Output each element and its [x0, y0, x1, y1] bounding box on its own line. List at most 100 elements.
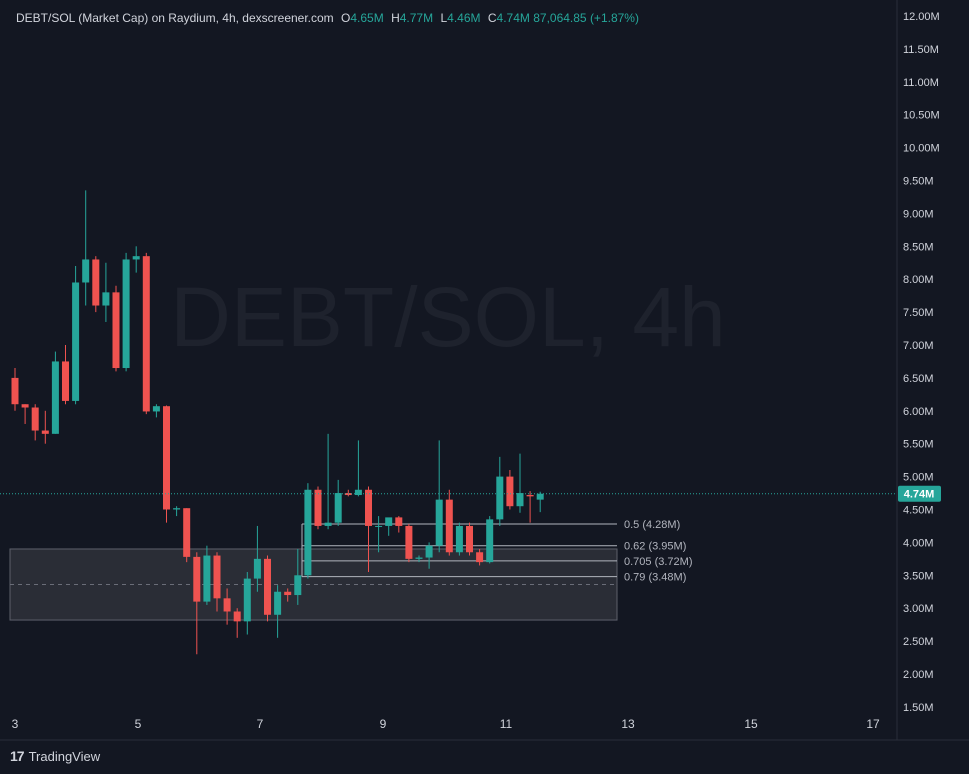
candle-body: [92, 259, 100, 306]
low-value: 4.46M: [447, 11, 481, 25]
candle-body: [536, 493, 544, 500]
candle-body: [203, 555, 211, 602]
y-tick-label: 7.00M: [903, 340, 934, 352]
y-tick-label: 9.50M: [903, 176, 934, 188]
candle-body: [526, 495, 534, 497]
fib-label: 0.5 (4.28M): [624, 519, 680, 531]
close-label: C: [487, 11, 497, 25]
close-value: 4.74M: [496, 11, 530, 25]
candle-body: [425, 545, 433, 558]
candle-body: [112, 292, 120, 369]
candle-body: [253, 558, 261, 579]
candle-body: [51, 361, 59, 434]
fib-label: 0.62 (3.95M): [624, 541, 686, 553]
chart-legend: DEBT/SOL (Market Cap) on Raydium, 4h, de…: [16, 11, 639, 25]
candle-body: [21, 404, 29, 408]
y-tick-label: 4.00M: [903, 537, 934, 549]
candle-body: [294, 575, 302, 596]
candle-body: [274, 591, 282, 615]
candle-body: [173, 508, 181, 510]
tradingview-logo[interactable]: 17 TradingView: [10, 748, 100, 764]
candle-body: [334, 493, 342, 523]
candle-body: [445, 499, 453, 553]
y-tick-label: 2.50M: [903, 636, 934, 648]
candle-body: [132, 256, 140, 260]
x-tick-label: 3: [12, 717, 19, 731]
brand-label: TradingView: [28, 748, 101, 764]
high-value: 4.77M: [399, 11, 434, 25]
x-tick-label: 15: [744, 717, 758, 731]
candle-body: [122, 259, 130, 369]
last-price-label: 4.74M: [904, 489, 935, 501]
candle-body: [496, 476, 504, 520]
open-value: 4.65M: [350, 11, 384, 25]
candle-body: [62, 361, 69, 401]
y-tick-label: 5.00M: [903, 472, 934, 484]
y-tick-label: 3.00M: [903, 603, 934, 615]
candle-body: [435, 499, 443, 546]
y-tick-label: 3.50M: [903, 570, 934, 582]
x-tick-label: 5: [135, 717, 142, 731]
candle-body: [516, 493, 524, 507]
candle-body: [11, 377, 19, 405]
candle-body: [31, 407, 39, 431]
candle-body: [213, 555, 221, 599]
y-tick-label: 5.50M: [903, 439, 934, 451]
candle-body: [233, 611, 241, 622]
candle-body: [193, 556, 201, 602]
candle-body: [405, 525, 413, 559]
candle-body: [243, 578, 251, 622]
candle-body: [72, 282, 80, 401]
fib-label: 0.705 (3.72M): [624, 556, 692, 568]
y-tick-label: 11.00M: [903, 77, 939, 89]
fib-label: 0.79 (3.48M): [624, 572, 686, 584]
y-tick-label: 2.00M: [903, 669, 934, 681]
y-tick-label: 8.50M: [903, 241, 934, 253]
low-label: L: [440, 11, 448, 25]
candle-body: [223, 598, 231, 612]
tradingview-icon: 17: [10, 748, 25, 764]
y-tick-label: 7.50M: [903, 307, 934, 319]
candle-body: [395, 517, 403, 526]
candle-body: [304, 489, 312, 576]
x-tick-label: 7: [257, 717, 264, 731]
y-tick-label: 9.00M: [903, 208, 934, 220]
candle-body: [415, 557, 423, 559]
x-tick-label: 13: [621, 717, 635, 731]
x-tick-label: 17: [866, 717, 880, 731]
y-tick-label: 6.00M: [903, 406, 934, 418]
candle-body: [163, 406, 170, 510]
y-tick-label: 11.50M: [903, 44, 939, 56]
candle-body: [385, 517, 393, 526]
candle-body: [102, 292, 110, 306]
watermark: DEBT/SOL, 4h: [170, 270, 726, 364]
y-tick-label: 6.50M: [903, 373, 934, 385]
x-tick-label: 11: [500, 717, 513, 731]
y-tick-label: 10.00M: [903, 143, 940, 155]
candle-body: [142, 256, 150, 412]
candle-body: [476, 552, 484, 563]
candle-body: [314, 489, 322, 526]
y-tick-label: 10.50M: [903, 110, 940, 122]
y-tick-label: 8.00M: [903, 274, 934, 286]
candle-body: [375, 525, 383, 527]
last-price-tag: [898, 485, 941, 502]
candle-body: [506, 476, 514, 507]
candle-body: [41, 430, 49, 434]
candle-body: [486, 519, 494, 563]
candle-body: [466, 525, 473, 553]
candle-body: [152, 406, 160, 412]
x-tick-label: 9: [380, 717, 387, 731]
candle-body: [455, 525, 463, 553]
candle-body: [354, 489, 362, 496]
high-label: H: [391, 11, 400, 25]
y-tick-label: 4.50M: [903, 505, 934, 517]
y-tick-label: 12.00M: [903, 11, 940, 23]
candle-body: [365, 489, 372, 526]
y-tick-label: 1.50M: [903, 702, 934, 714]
candle-body: [324, 522, 332, 526]
candle-body: [183, 508, 191, 557]
candle-body: [284, 591, 292, 596]
change-value: 87,064.85 (+1.87%): [533, 11, 639, 25]
